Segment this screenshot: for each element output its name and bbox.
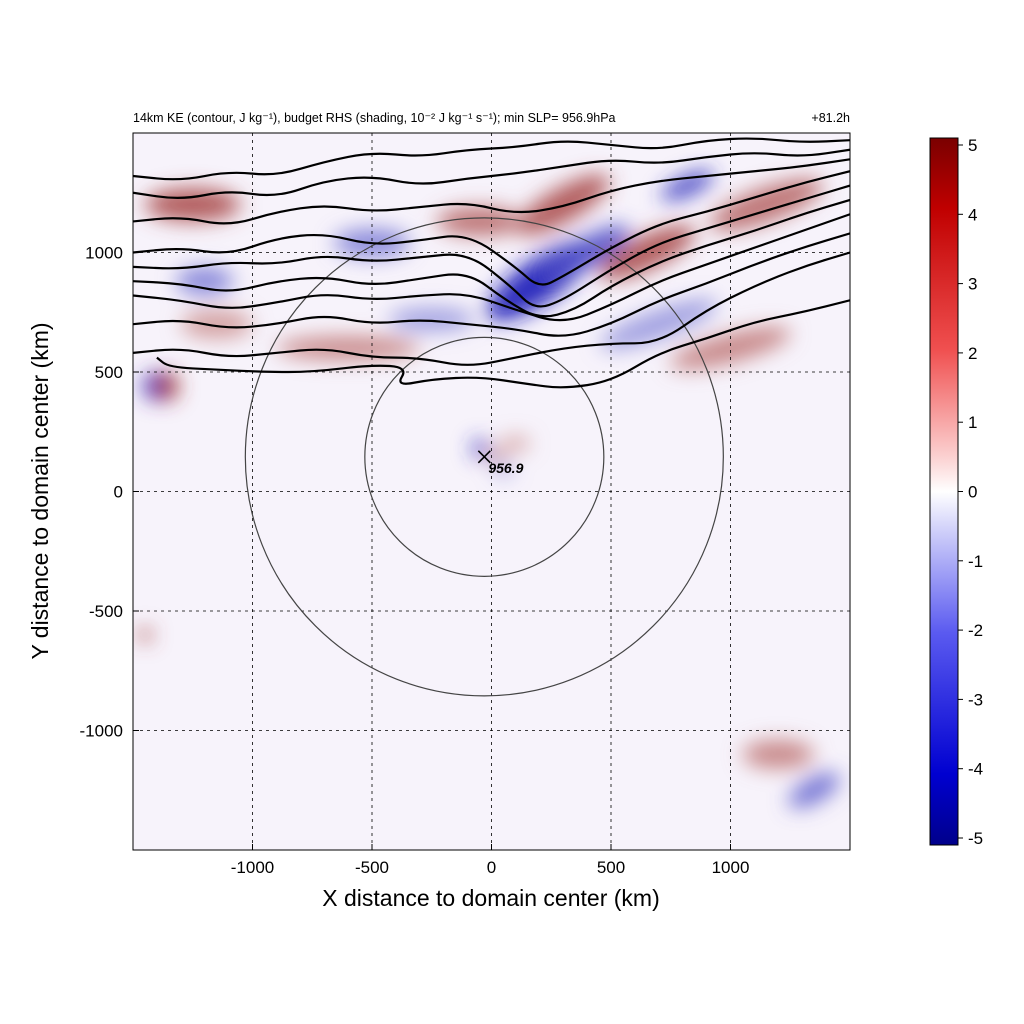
y-tick-label: -500 <box>89 602 123 621</box>
shading-blob <box>436 207 523 236</box>
ke-contour-line <box>133 137 850 181</box>
ke-contour-line <box>133 213 850 322</box>
ke-contour-line <box>133 198 850 318</box>
ke-contour-line <box>133 184 850 308</box>
shading-blob <box>154 372 179 401</box>
ke-contour-line <box>133 232 850 337</box>
x-tick-label: 500 <box>597 858 625 877</box>
shading-blob <box>742 740 815 769</box>
shading-blob <box>176 266 234 296</box>
x-tick-label: -500 <box>355 858 389 877</box>
shading-blob <box>661 170 714 201</box>
ke-contour-line <box>156 299 850 389</box>
shading-blob <box>516 174 610 235</box>
rhs-shading <box>137 170 840 808</box>
forecast-time: +81.2h <box>811 111 850 125</box>
colorbar-tick-label: 0 <box>968 483 977 502</box>
storm-center-marker <box>477 450 491 464</box>
shading-blob <box>180 309 253 339</box>
shading-blob <box>501 436 530 451</box>
colorbar-tick-label: -5 <box>968 829 983 848</box>
ke-contour-line <box>133 251 850 366</box>
x-tick-label: -1000 <box>231 858 274 877</box>
range-ring <box>244 217 724 697</box>
y-tick-label: 1000 <box>85 244 123 263</box>
shading-blob <box>709 178 823 231</box>
shading-blob <box>788 772 840 808</box>
chart-title: 14km KE (contour, J kg⁻¹), budget RHS (s… <box>133 111 616 125</box>
shading-blob <box>670 326 791 370</box>
x-tick-label: 0 <box>487 858 496 877</box>
shading-blob <box>137 627 153 643</box>
colorbar-tick-label: 3 <box>968 275 977 294</box>
y-tick-label: -1000 <box>80 722 123 741</box>
y-tick-label: 0 <box>114 483 123 502</box>
x-tick-label: 1000 <box>712 858 750 877</box>
storm-center: 956.9 <box>477 450 524 476</box>
shading-blob <box>276 336 420 361</box>
y-ticks: -1000 -500 0 500 1000 <box>80 244 139 741</box>
y-tick-label: 500 <box>95 363 123 382</box>
ke-contours <box>133 137 850 389</box>
x-ticks: -1000 -500 0 500 1000 <box>231 844 750 877</box>
colorbar <box>929 137 959 846</box>
shading-blob <box>144 187 241 222</box>
colorbar-tick-label: -2 <box>968 621 983 640</box>
colorbar-tick-label: -4 <box>968 760 983 779</box>
range-ring <box>364 336 605 577</box>
shading-blob <box>388 307 475 332</box>
min-slp-label: 956.9 <box>488 460 523 476</box>
ke-contour-line <box>133 158 850 225</box>
shading-blob <box>545 225 630 280</box>
colorbar-tick-label: 2 <box>968 344 977 363</box>
plot-area: 956.9 <box>133 133 850 850</box>
ke-contour-line <box>133 148 850 199</box>
shading-blob <box>487 449 505 462</box>
colorbar-tick-label: -3 <box>968 690 983 709</box>
grid <box>133 133 850 850</box>
shading-blob <box>493 464 514 476</box>
shading-blob <box>600 299 718 350</box>
colorbar-tick-label: 4 <box>968 205 977 224</box>
x-axis-label: X distance to domain center (km) <box>322 885 659 911</box>
colorbar-tick-label: -1 <box>968 552 983 571</box>
range-rings <box>244 217 724 697</box>
colorbar-ticks: 5 4 3 2 1 0 -1 -2 -3 -4 -5 <box>958 136 983 848</box>
colorbar-tick-label: 1 <box>968 413 977 432</box>
colorbar-tick-label: 5 <box>968 136 977 155</box>
ke-contour-line <box>133 170 850 286</box>
y-axis-label: Y distance to domain center (km) <box>27 322 53 659</box>
shading-blob <box>472 438 487 459</box>
